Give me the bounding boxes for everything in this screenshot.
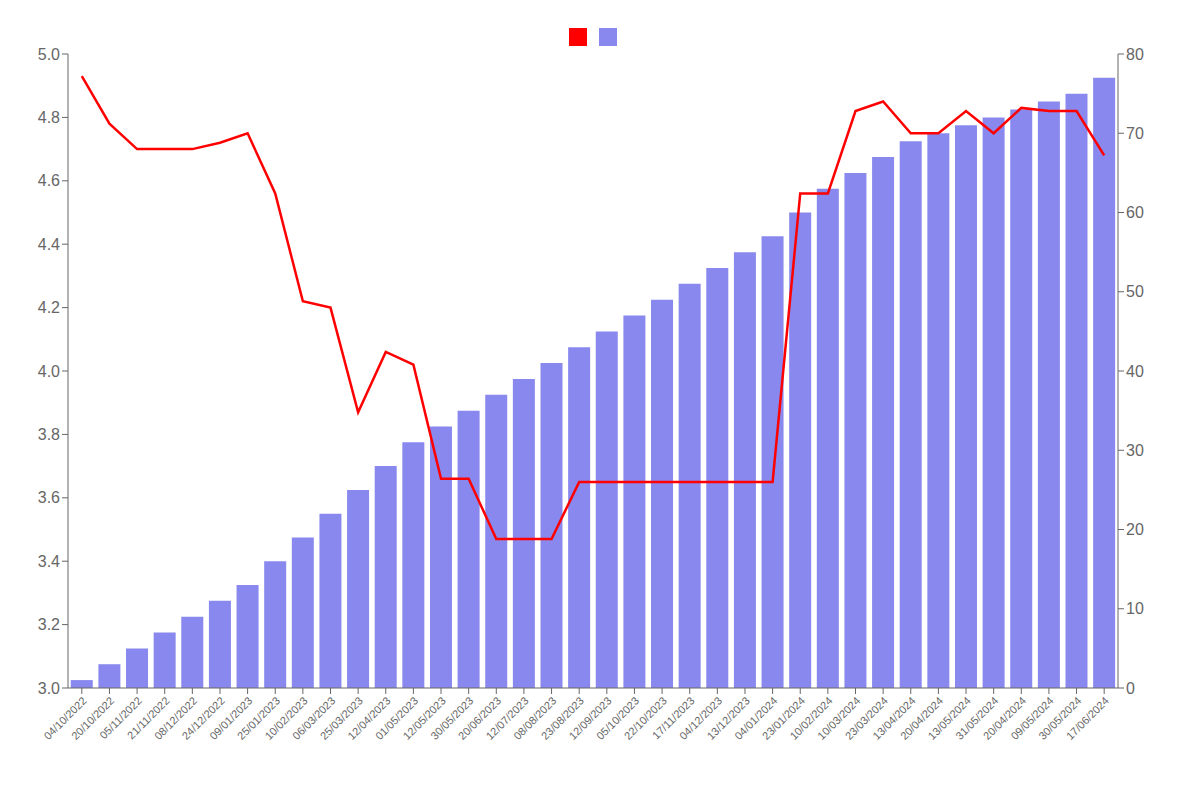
svg-text:04/12/2023: 04/12/2023 (676, 694, 725, 742)
svg-text:23/08/2023: 23/08/2023 (538, 694, 587, 742)
svg-text:30/05/2024: 30/05/2024 (1036, 694, 1084, 742)
svg-text:3.4: 3.4 (38, 553, 60, 570)
svg-text:04/10/2022: 04/10/2022 (41, 694, 89, 742)
svg-text:08/08/2023: 08/08/2023 (511, 694, 559, 742)
svg-text:4.6: 4.6 (38, 172, 60, 189)
svg-text:10: 10 (1126, 600, 1144, 617)
svg-text:21/11/2022: 21/11/2022 (124, 694, 172, 742)
svg-text:4.0: 4.0 (38, 363, 60, 380)
svg-text:40: 40 (1126, 363, 1144, 380)
svg-text:31/05/2024: 31/05/2024 (953, 694, 1001, 742)
svg-text:12/09/2023: 12/09/2023 (566, 694, 614, 742)
svg-text:01/05/2023: 01/05/2023 (372, 694, 421, 742)
svg-text:24/12/2022: 24/12/2022 (179, 694, 227, 742)
svg-text:13/04/2024: 13/04/2024 (870, 694, 918, 742)
svg-text:5.0: 5.0 (38, 46, 60, 63)
svg-text:13/12/2023: 13/12/2023 (704, 694, 752, 742)
svg-text:70: 70 (1126, 125, 1144, 142)
svg-text:09/05/2024: 09/05/2024 (1008, 694, 1056, 742)
svg-text:30: 30 (1126, 442, 1144, 459)
svg-text:20/10/2022: 20/10/2022 (69, 694, 117, 742)
svg-text:23/01/2024: 23/01/2024 (759, 694, 808, 742)
svg-text:13/05/2024: 13/05/2024 (925, 694, 973, 742)
svg-text:12/07/2023: 12/07/2023 (483, 694, 531, 742)
svg-text:20/04/2024: 20/04/2024 (897, 694, 946, 742)
svg-text:3.2: 3.2 (38, 616, 60, 633)
svg-text:10/02/2024: 10/02/2024 (787, 694, 835, 742)
svg-text:12/05/2023: 12/05/2023 (400, 694, 448, 742)
svg-text:4.2: 4.2 (38, 299, 60, 316)
svg-text:09/01/2023: 09/01/2023 (207, 694, 255, 742)
svg-text:20/04/2024: 20/04/2024 (980, 694, 1029, 742)
svg-text:0: 0 (1126, 680, 1135, 697)
svg-text:50: 50 (1126, 283, 1144, 300)
svg-text:4.8: 4.8 (38, 109, 60, 126)
svg-text:10/03/2024: 10/03/2024 (815, 694, 863, 742)
svg-text:20: 20 (1126, 521, 1144, 538)
svg-text:23/03/2024: 23/03/2024 (842, 694, 891, 742)
svg-text:17/06/2024: 17/06/2024 (1064, 694, 1111, 741)
svg-text:60: 60 (1126, 204, 1144, 221)
svg-text:10/02/2023: 10/02/2023 (262, 694, 310, 742)
svg-text:04/01/2024: 04/01/2024 (732, 694, 780, 742)
svg-text:12/04/2023: 12/04/2023 (345, 694, 393, 742)
svg-text:22/10/2023: 22/10/2023 (621, 694, 669, 742)
svg-text:25/03/2023: 25/03/2023 (317, 694, 366, 742)
svg-text:3.8: 3.8 (38, 426, 60, 443)
svg-text:08/12/2022: 08/12/2022 (151, 694, 200, 742)
svg-text:05/11/2022: 05/11/2022 (97, 694, 144, 742)
svg-text:80: 80 (1126, 46, 1144, 63)
svg-text:20/06/2023: 20/06/2023 (455, 694, 504, 742)
svg-text:25/01/2023: 25/01/2023 (234, 694, 283, 742)
svg-text:3.6: 3.6 (38, 489, 60, 506)
svg-text:4.4: 4.4 (38, 236, 60, 253)
svg-text:30/05/2023: 30/05/2023 (428, 694, 476, 742)
svg-text:05/10/2023: 05/10/2023 (594, 694, 642, 742)
svg-text:17/11/2023: 17/11/2023 (649, 694, 697, 742)
svg-text:3.0: 3.0 (38, 680, 60, 697)
svg-text:06/03/2023: 06/03/2023 (290, 694, 338, 742)
